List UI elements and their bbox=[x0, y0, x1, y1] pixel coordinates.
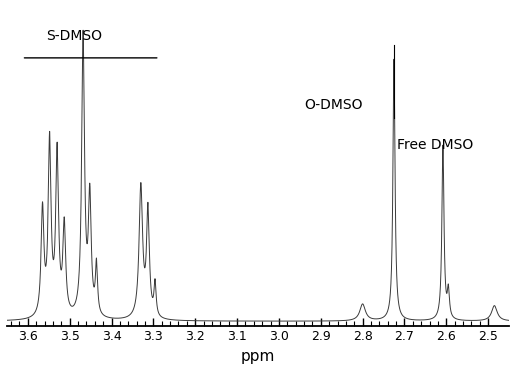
Text: Free DMSO: Free DMSO bbox=[397, 138, 474, 152]
Text: S-DMSO: S-DMSO bbox=[46, 29, 102, 43]
Text: O-DMSO: O-DMSO bbox=[304, 98, 363, 112]
X-axis label: ppm: ppm bbox=[241, 349, 275, 364]
